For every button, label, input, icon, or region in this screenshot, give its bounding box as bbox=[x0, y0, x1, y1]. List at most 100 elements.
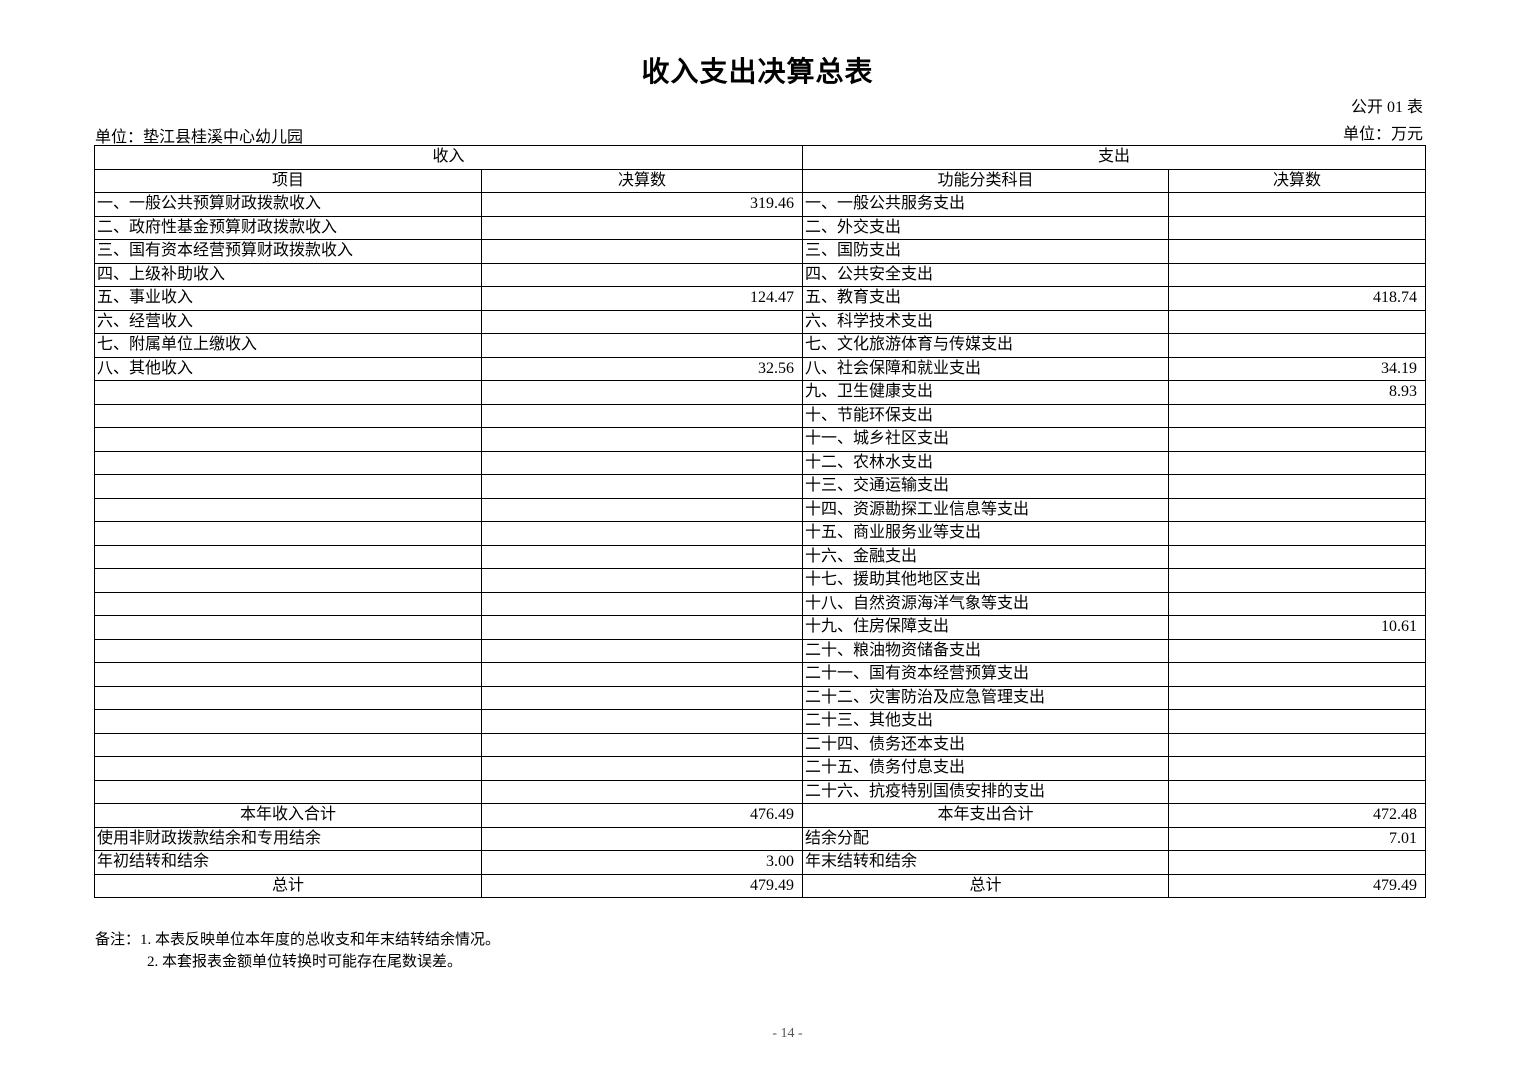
expense-item-cell: 一、一般公共服务支出 bbox=[802, 192, 1170, 217]
income-item-cell: 本年收入合计 bbox=[94, 803, 482, 828]
table-row: 十三、交通运输支出 bbox=[94, 474, 1427, 499]
expense-amount-cell bbox=[1168, 568, 1427, 593]
expense-amount-cell bbox=[1168, 544, 1427, 569]
expense-item-cell: 二十三、其他支出 bbox=[802, 709, 1170, 734]
income-amount-cell bbox=[480, 403, 804, 428]
income-item-cell bbox=[94, 591, 482, 616]
currency-unit: 单位：万元 bbox=[1342, 126, 1423, 143]
expense-amount-cell bbox=[1168, 850, 1427, 875]
income-amount-cell bbox=[480, 544, 804, 569]
table-row: 八、其他收入 32.56 八、社会保障和就业支出 34.19 bbox=[94, 356, 1427, 381]
table-number: 公开 01 表 bbox=[1350, 99, 1423, 116]
expense-item-cell: 十四、资源勘探工业信息等支出 bbox=[802, 497, 1170, 522]
expense-amount-cell bbox=[1168, 403, 1427, 428]
income-item-cell: 年初结转和结余 bbox=[94, 850, 482, 875]
expense-item-cell: 五、教育支出 bbox=[802, 286, 1170, 311]
expense-amount-cell bbox=[1168, 662, 1427, 687]
income-amount-cell bbox=[480, 497, 804, 522]
income-item-cell bbox=[94, 756, 482, 781]
income-item-cell: 八、其他收入 bbox=[94, 356, 482, 381]
income-amount-cell: 476.49 bbox=[480, 803, 804, 828]
income-amount-cell bbox=[480, 615, 804, 640]
expense-item-cell: 二十一、国有资本经营预算支出 bbox=[802, 662, 1170, 687]
income-item-cell bbox=[94, 427, 482, 452]
expense-item-cell: 二十、粮油物资储备支出 bbox=[802, 638, 1170, 663]
expense-amount-cell bbox=[1168, 756, 1427, 781]
income-item-cell bbox=[94, 380, 482, 405]
expense-item-cell: 十五、商业服务业等支出 bbox=[802, 521, 1170, 546]
expense-item-cell: 三、国防支出 bbox=[802, 239, 1170, 264]
income-amount-cell bbox=[480, 591, 804, 616]
table-row: 二十五、债务付息支出 bbox=[94, 756, 1427, 781]
income-amount-cell: 124.47 bbox=[480, 286, 804, 311]
income-amount-cell bbox=[480, 779, 804, 804]
income-item-cell bbox=[94, 544, 482, 569]
income-amount-cell bbox=[480, 638, 804, 663]
income-item-cell: 总计 bbox=[94, 873, 482, 898]
income-item-cell bbox=[94, 779, 482, 804]
income-amount-cell bbox=[480, 826, 804, 851]
expense-item-cell: 二十四、债务还本支出 bbox=[802, 732, 1170, 757]
expense-section-header: 支出 bbox=[802, 145, 1427, 170]
income-amount-cell bbox=[480, 333, 804, 358]
income-amount-cell bbox=[480, 521, 804, 546]
expense-amount-cell: 8.93 bbox=[1168, 380, 1427, 405]
page-title: 收入支出决算总表 bbox=[641, 57, 874, 88]
table-row: 七、附属单位上缴收入 七、文化旅游体育与传媒支出 bbox=[94, 333, 1427, 358]
expense-item-cell: 十、节能环保支出 bbox=[802, 403, 1170, 428]
expense-item-cell: 十二、农林水支出 bbox=[802, 450, 1170, 475]
expense-item-cell: 结余分配 bbox=[802, 826, 1170, 851]
table-row: 二十四、债务还本支出 bbox=[94, 732, 1427, 757]
income-item-cell: 七、附属单位上缴收入 bbox=[94, 333, 482, 358]
expense-item-cell: 十九、住房保障支出 bbox=[802, 615, 1170, 640]
expense-item-header: 功能分类科目 bbox=[802, 168, 1170, 193]
table-row: 十四、资源勘探工业信息等支出 bbox=[94, 497, 1427, 522]
table-row: 二十一、国有资本经营预算支出 bbox=[94, 662, 1427, 687]
expense-item-cell: 本年支出合计 bbox=[802, 803, 1170, 828]
table-row: 使用非财政拨款结余和专用结余 结余分配 7.01 bbox=[94, 826, 1427, 851]
expense-amount-cell bbox=[1168, 427, 1427, 452]
table-row: 十九、住房保障支出 10.61 bbox=[94, 615, 1427, 640]
income-expense-table: 收入 支出 项目 决算数 功能分类科目 决算数 一、一般公共预算财政拨款收入 31… bbox=[93, 145, 1427, 898]
table-row: 二十六、抗疫特别国债安排的支出 bbox=[94, 779, 1427, 804]
income-item-cell bbox=[94, 497, 482, 522]
expense-amount-cell bbox=[1168, 779, 1427, 804]
expense-amount-cell bbox=[1168, 333, 1427, 358]
table-row: 二十二、灾害防治及应急管理支出 bbox=[94, 685, 1427, 710]
table-row: 三、国有资本经营预算财政拨款收入 三、国防支出 bbox=[94, 239, 1427, 264]
income-item-cell bbox=[94, 521, 482, 546]
table-row: 一、一般公共预算财政拨款收入 319.46 一、一般公共服务支出 bbox=[94, 192, 1427, 217]
table-row: 年初结转和结余 3.00 年末结转和结余 bbox=[94, 850, 1427, 875]
expense-item-cell: 七、文化旅游体育与传媒支出 bbox=[802, 333, 1170, 358]
expense-item-cell: 十六、金融支出 bbox=[802, 544, 1170, 569]
income-amount-header: 决算数 bbox=[480, 168, 804, 193]
expense-item-cell: 八、社会保障和就业支出 bbox=[802, 356, 1170, 381]
table-row: 九、卫生健康支出 8.93 bbox=[94, 380, 1427, 405]
expense-amount-cell bbox=[1168, 239, 1427, 264]
expense-amount-cell: 10.61 bbox=[1168, 615, 1427, 640]
expense-amount-cell bbox=[1168, 709, 1427, 734]
table-row: 十二、农林水支出 bbox=[94, 450, 1427, 475]
income-item-cell bbox=[94, 403, 482, 428]
expense-item-cell: 总计 bbox=[802, 873, 1170, 898]
expense-amount-cell: 479.49 bbox=[1168, 873, 1427, 898]
income-amount-cell bbox=[480, 239, 804, 264]
table-row: 十六、金融支出 bbox=[94, 544, 1427, 569]
expense-item-cell: 二、外交支出 bbox=[802, 215, 1170, 240]
table-row: 五、事业收入 124.47 五、教育支出 418.74 bbox=[94, 286, 1427, 311]
income-amount-cell bbox=[480, 309, 804, 334]
expense-amount-cell: 418.74 bbox=[1168, 286, 1427, 311]
expense-amount-cell bbox=[1168, 521, 1427, 546]
income-amount-cell bbox=[480, 732, 804, 757]
expense-item-cell: 二十二、灾害防治及应急管理支出 bbox=[802, 685, 1170, 710]
income-item-cell bbox=[94, 450, 482, 475]
expense-item-cell: 年末结转和结余 bbox=[802, 850, 1170, 875]
income-item-cell: 二、政府性基金预算财政拨款收入 bbox=[94, 215, 482, 240]
expense-item-cell: 十七、援助其他地区支出 bbox=[802, 568, 1170, 593]
income-amount-cell bbox=[480, 380, 804, 405]
income-amount-cell bbox=[480, 709, 804, 734]
income-amount-cell: 32.56 bbox=[480, 356, 804, 381]
income-item-cell: 使用非财政拨款结余和专用结余 bbox=[94, 826, 482, 851]
income-amount-cell bbox=[480, 662, 804, 687]
section-header-row: 收入 支出 bbox=[93, 145, 1427, 170]
